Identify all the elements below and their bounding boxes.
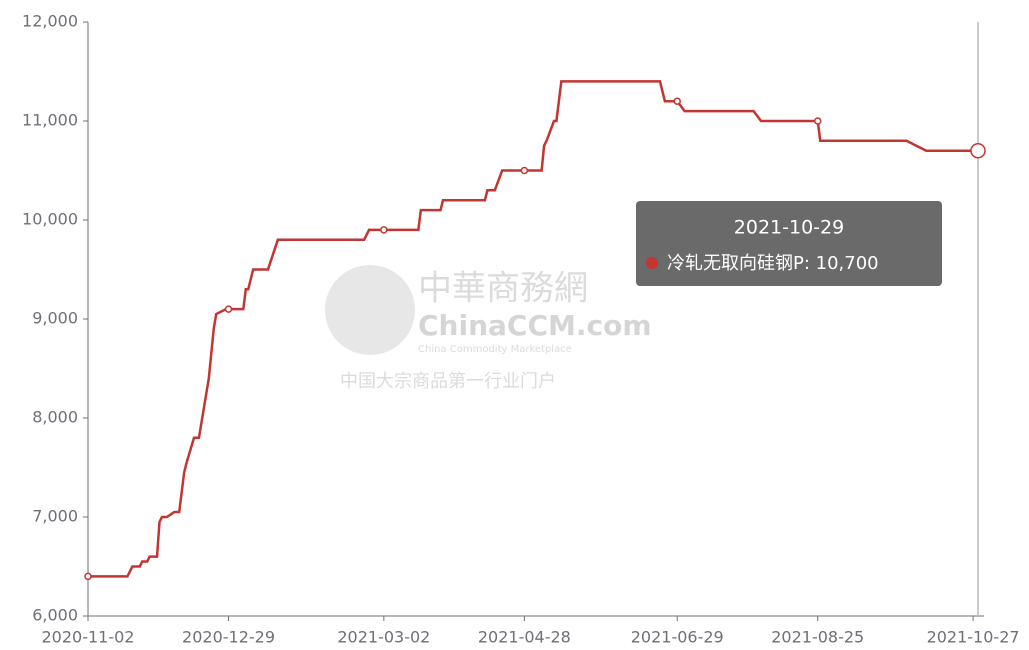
line [88, 80, 978, 578]
point [814, 117, 822, 125]
tooltip: 2021-10-29 冷轧无取向硅钢P: 10,700 [636, 201, 942, 286]
y-tick-label: 9,000 [32, 309, 78, 328]
x-tick-label: 2021-10-27 [927, 628, 1020, 647]
y-tick-label: 7,000 [32, 507, 78, 526]
point [224, 305, 233, 313]
point [84, 572, 92, 581]
x-tick-label: 2020-11-02 [42, 628, 135, 647]
tooltip-dot [646, 257, 658, 269]
x-tick-label: 2021-08-25 [771, 628, 864, 647]
watermark-brand: 中華商務網 [418, 269, 588, 309]
y-tick-label: 11,000 [22, 111, 78, 130]
watermark-tagline: China Commodity Marketplace [418, 344, 572, 355]
y-tick-label: 12,000 [22, 12, 78, 31]
point [520, 166, 529, 175]
x-tick-label: 2021-03-02 [337, 628, 430, 647]
tooltip-box [636, 201, 942, 286]
y-tick-label: 10,000 [22, 210, 78, 229]
point [970, 142, 986, 159]
watermark-site: ChinaCCM.com [418, 309, 652, 342]
x-tick-label: 2020-12-29 [182, 628, 275, 647]
y-tick-label: 6,000 [32, 606, 78, 625]
x-tick-label: 2021-06-29 [631, 628, 724, 647]
tooltip-text: 冷轧无取向硅钢P: 10,700 [667, 253, 879, 274]
watermark-slogan: 中国大宗商品第一行业门户 [340, 371, 556, 392]
point [673, 97, 681, 105]
y-tick-label: 8,000 [32, 408, 78, 427]
watermark-globe [325, 265, 415, 355]
tooltip-title: 2021-10-29 [734, 217, 844, 239]
point [380, 226, 388, 234]
x-tick-label: 2021-04-28 [478, 628, 571, 647]
watermark: 中華商務網 ChinaCCM.com China Commodity Marke… [325, 265, 652, 392]
